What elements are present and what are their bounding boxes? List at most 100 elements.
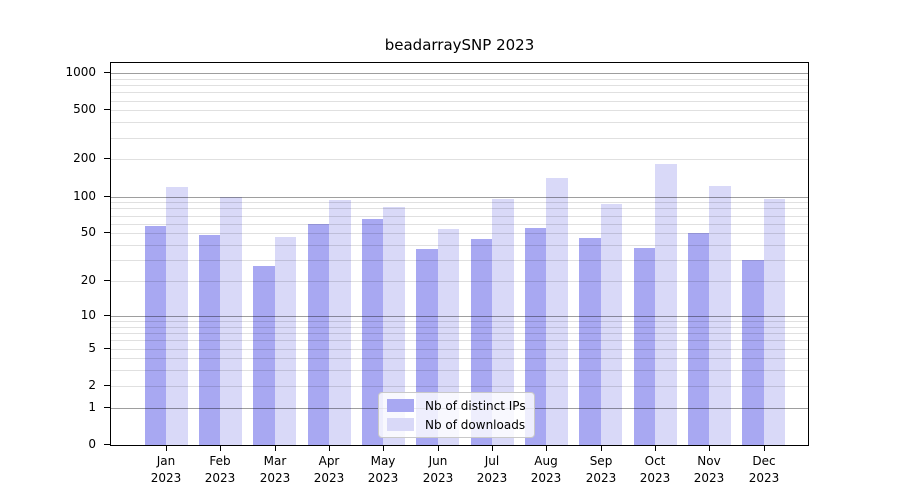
y-tick-200 (104, 158, 110, 159)
bar-dec-distinct-ips (742, 260, 764, 445)
x-tick-apr (329, 446, 330, 451)
x-tick-label-aug: Aug 2023 (530, 454, 562, 485)
gridline-20 (111, 281, 808, 283)
bar-jan-distinct-ips (144, 226, 166, 445)
x-tick-label-jan: Jan 2023 (150, 454, 182, 485)
gridline-4 (111, 358, 808, 360)
gridline-400 (111, 122, 808, 124)
bar-oct-downloads (655, 163, 677, 445)
legend-label-downloads: Nb of downloads (425, 417, 526, 432)
gridline-10 (111, 315, 808, 317)
y-tick-5 (104, 348, 110, 349)
gridline-3 (111, 370, 808, 372)
gridline-40 (111, 245, 808, 246)
x-tick-label-dec: Dec 2023 (748, 454, 780, 485)
chart-title: beadarraySNP 2023 (384, 36, 535, 54)
gridline-100 (111, 196, 808, 198)
y-tick-label-200: 200 (73, 151, 96, 165)
gridline-90 (111, 202, 808, 204)
gridline-900 (111, 78, 808, 80)
gridline-800 (111, 85, 808, 86)
y-tick-10 (104, 315, 110, 316)
bar-apr-downloads (329, 199, 351, 445)
gridline-200 (111, 159, 808, 161)
x-tick-dec (764, 446, 765, 451)
gridline-30 (111, 260, 808, 262)
gridline-500 (111, 110, 808, 112)
y-tick-label-2: 2 (88, 378, 96, 392)
y-tick-100 (104, 196, 110, 197)
bar-jun-downloads (437, 229, 460, 445)
gridline-700 (111, 92, 808, 94)
bar-dec-downloads (763, 198, 786, 445)
gridline-9 (111, 321, 808, 322)
gridline-50 (111, 233, 808, 235)
x-tick-label-nov: Nov 2023 (693, 454, 725, 485)
gridline-2 (111, 385, 808, 387)
y-tick-label-0: 0 (88, 437, 96, 451)
gridline-7 (111, 333, 808, 334)
legend-swatch-downloads (387, 418, 414, 431)
x-tick-nov (709, 446, 710, 451)
bar-sep-downloads (600, 203, 623, 445)
legend-item-downloads: Nb of downloads (387, 415, 526, 434)
gridline-5 (111, 348, 808, 350)
y-tick-1000 (104, 72, 110, 73)
bar-nov-distinct-ips (687, 233, 710, 445)
y-tick-label-50: 50 (80, 225, 96, 239)
y-tick-label-5: 5 (88, 341, 96, 355)
y-tick-2 (104, 385, 110, 386)
bar-sep-distinct-ips (579, 237, 601, 445)
legend: Nb of distinct IPs Nb of downloads (378, 392, 535, 438)
x-tick-mar (275, 446, 276, 451)
bar-mar-distinct-ips (253, 265, 275, 445)
y-tick-50 (104, 232, 110, 233)
bar-may-distinct-ips (361, 219, 384, 445)
y-tick-label-1: 1 (88, 400, 96, 414)
y-tick-label-10: 10 (80, 308, 96, 322)
bar-nov-downloads (709, 185, 731, 445)
y-tick-20 (104, 280, 110, 281)
bar-feb-downloads (220, 196, 242, 445)
x-tick-label-sep: Sep 2023 (585, 454, 617, 485)
plot-area (110, 62, 809, 446)
y-tick-label-500: 500 (73, 102, 96, 116)
x-tick-label-may: May 2023 (367, 454, 399, 485)
y-tick-label-20: 20 (80, 273, 96, 287)
x-tick-jun (438, 446, 439, 451)
bar-oct-distinct-ips (633, 247, 655, 445)
gridline-6 (111, 340, 808, 342)
bar-jul-downloads (492, 199, 514, 445)
x-tick-label-apr: Apr 2023 (313, 454, 345, 485)
x-tick-aug (546, 446, 547, 451)
gridline-80 (111, 208, 808, 210)
legend-item-distinct-ips: Nb of distinct IPs (387, 396, 526, 415)
bar-aug-downloads (546, 178, 568, 445)
bar-apr-distinct-ips (307, 223, 329, 445)
bar-aug-distinct-ips (524, 228, 547, 445)
y-tick-label-100: 100 (73, 189, 96, 203)
x-tick-label-oct: Oct 2023 (639, 454, 671, 485)
gridline-1000 (111, 73, 808, 74)
x-tick-sep (601, 446, 602, 451)
x-tick-feb (220, 446, 221, 451)
x-tick-may (383, 446, 384, 451)
legend-swatch-distinct-ips (387, 399, 414, 412)
gridline-70 (111, 215, 808, 217)
bar-jan-downloads (166, 187, 188, 445)
x-tick-label-jun: Jun 2023 (422, 454, 454, 485)
bars-layer (111, 63, 808, 445)
y-tick-0 (104, 444, 110, 445)
x-tick-label-feb: Feb 2023 (204, 454, 236, 485)
gridline-300 (111, 137, 808, 139)
x-tick-label-mar: Mar 2023 (259, 454, 291, 485)
bar-mar-downloads (274, 236, 297, 445)
gridline-8 (111, 326, 808, 328)
x-tick-oct (655, 446, 656, 451)
legend-label-distinct-ips: Nb of distinct IPs (425, 398, 526, 413)
x-tick-jan (166, 446, 167, 451)
y-tick-500 (104, 109, 110, 110)
x-tick-jul (492, 446, 493, 451)
y-tick-label-1000: 1000 (65, 65, 96, 79)
